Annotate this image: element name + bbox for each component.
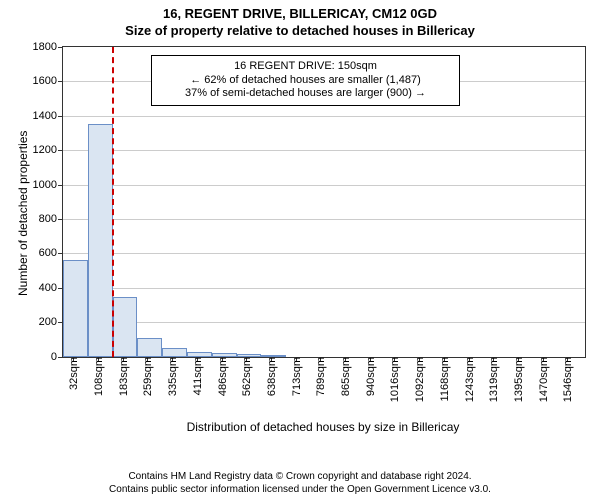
histogram-bar (137, 338, 162, 357)
y-tick-label: 1000 (33, 179, 63, 191)
x-tick-label: 1243sqm (462, 357, 476, 402)
gridline (63, 253, 585, 254)
histogram-bar (162, 348, 187, 357)
title-line-2: Size of property relative to detached ho… (0, 23, 600, 40)
title-block: 16, REGENT DRIVE, BILLERICAY, CM12 0GD S… (0, 0, 600, 40)
histogram-bar (88, 124, 113, 357)
info-box-line: 37% of semi-detached houses are larger (… (158, 87, 453, 101)
y-tick-label: 400 (39, 282, 63, 294)
x-tick-label: 335sqm (165, 357, 179, 396)
chart: Number of detached properties 0200400600… (0, 40, 600, 456)
x-tick-label: 183sqm (116, 357, 130, 396)
x-tick-label: 1092sqm (412, 357, 426, 402)
footer-line-2: Contains public sector information licen… (0, 484, 600, 497)
y-tick-label: 0 (51, 351, 63, 363)
x-tick-label: 259sqm (140, 357, 154, 396)
histogram-bar (63, 260, 88, 356)
gridline (63, 150, 585, 151)
histogram-bar (187, 352, 212, 357)
y-tick-label: 200 (39, 316, 63, 328)
x-tick-label: 1319sqm (486, 357, 500, 402)
y-tick-label: 1200 (33, 144, 63, 156)
x-tick-label: 1395sqm (511, 357, 525, 402)
info-box-line: 16 REGENT DRIVE: 150sqm (158, 60, 453, 74)
y-tick-label: 600 (39, 247, 63, 259)
histogram-bar (113, 297, 138, 357)
footer: Contains HM Land Registry data © Crown c… (0, 471, 600, 496)
x-tick-label: 940sqm (363, 357, 377, 396)
x-tick-label: 108sqm (91, 357, 105, 396)
y-tick-label: 1600 (33, 75, 63, 87)
info-box-line: ← 62% of detached houses are smaller (1,… (158, 74, 453, 88)
x-tick-label: 411sqm (190, 357, 204, 395)
y-tick-label: 1800 (33, 41, 63, 53)
plot-area: 02004006008001000120014001600180032sqm10… (62, 46, 586, 358)
x-tick-label: 1168sqm (437, 357, 451, 401)
gridline (63, 288, 585, 289)
gridline (63, 322, 585, 323)
x-tick-label: 32sqm (66, 357, 80, 390)
x-tick-label: 638sqm (264, 357, 278, 396)
gridline (63, 185, 585, 186)
x-tick-label: 865sqm (338, 357, 352, 396)
footer-line-1: Contains HM Land Registry data © Crown c… (0, 471, 600, 484)
info-box: 16 REGENT DRIVE: 150sqm← 62% of detached… (151, 55, 460, 106)
gridline (63, 219, 585, 220)
x-tick-label: 562sqm (239, 357, 253, 396)
marker-line (112, 47, 114, 357)
y-tick-label: 800 (39, 213, 63, 225)
x-tick-label: 1470sqm (536, 357, 550, 402)
y-axis-title: Number of detached properties (16, 130, 30, 295)
x-tick-label: 1016sqm (387, 357, 401, 402)
x-tick-label: 713sqm (289, 357, 303, 396)
title-line-1: 16, REGENT DRIVE, BILLERICAY, CM12 0GD (0, 6, 600, 23)
x-tick-label: 1546sqm (560, 357, 574, 402)
gridline (63, 116, 585, 117)
x-axis-title: Distribution of detached houses by size … (62, 420, 584, 434)
x-tick-label: 789sqm (313, 357, 327, 396)
x-tick-label: 486sqm (215, 357, 229, 396)
y-tick-label: 1400 (33, 110, 63, 122)
